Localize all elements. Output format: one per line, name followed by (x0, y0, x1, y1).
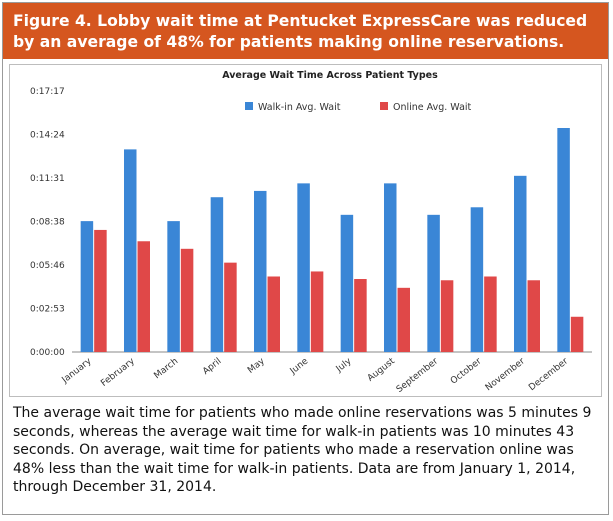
y-tick-label: 0:11:31 (30, 174, 65, 184)
chart-container: Average Wait Time Across Patient Types 0:… (9, 64, 602, 397)
bar-online-october (484, 276, 497, 352)
x-tick-label: March (152, 356, 180, 381)
bar-walkin-may (254, 190, 267, 352)
x-tick-label: April (201, 356, 223, 377)
y-tick-label: 0:14:24 (30, 131, 65, 141)
y-tick-label: 0:08:38 (30, 218, 65, 228)
bar-online-july (354, 279, 367, 352)
figure-panel: Figure 4. Lobby wait time at Pentucket E… (2, 2, 609, 515)
bar-walkin-april (210, 197, 224, 352)
bar-walkin-february (124, 149, 137, 352)
figure-title: Figure 4. Lobby wait time at Pentucket E… (3, 3, 608, 59)
bar-online-may (267, 276, 280, 352)
x-tick-label: July (334, 356, 354, 375)
bar-chart: Average Wait Time Across Patient Types 0:… (30, 70, 592, 395)
legend-label-online: Online Avg. Wait (393, 102, 472, 113)
y-tick-label: 0:17:17 (30, 87, 65, 97)
bar-walkin-june (297, 183, 310, 352)
bar-online-february (137, 241, 150, 352)
legend-swatch-online (380, 102, 388, 110)
x-tick-label: September (395, 356, 441, 395)
bar-online-april (224, 262, 237, 352)
bar-online-june (310, 271, 324, 352)
y-tick-label: 0:05:46 (30, 261, 65, 271)
bar-online-september (440, 280, 454, 352)
bar-walkin-july (340, 214, 354, 352)
bar-online-november (527, 280, 540, 352)
bar-walkin-august (384, 183, 397, 352)
bar-online-december (570, 316, 584, 352)
bar-online-march (180, 248, 194, 352)
bar-walkin-october (470, 207, 484, 352)
x-tick-label: August (366, 356, 397, 384)
legend-swatch-walkin (245, 102, 253, 110)
bar-online-august (397, 287, 410, 352)
bar-walkin-march (167, 221, 180, 352)
bar-online-january (94, 229, 107, 352)
x-tick-label: May (246, 356, 267, 376)
x-tick-label: November (484, 356, 527, 393)
figure-caption: The average wait time for patients who m… (13, 405, 592, 495)
bar-walkin-november (514, 175, 527, 352)
bar-walkin-december (557, 127, 570, 352)
x-tick-label: December (527, 356, 570, 393)
x-tick-label: February (99, 356, 137, 389)
x-tick-label: January (60, 356, 94, 386)
x-tick-label: June (288, 356, 311, 377)
chart-title: Average Wait Time Across Patient Types (222, 70, 438, 81)
y-tick-label: 0:00:00 (30, 348, 65, 358)
legend-label-walkin: Walk-in Avg. Wait (258, 102, 341, 113)
y-tick-label: 0:02:53 (30, 305, 65, 315)
bar-walkin-september (427, 214, 440, 352)
x-tick-label: October (449, 356, 484, 386)
bar-walkin-january (80, 221, 94, 352)
